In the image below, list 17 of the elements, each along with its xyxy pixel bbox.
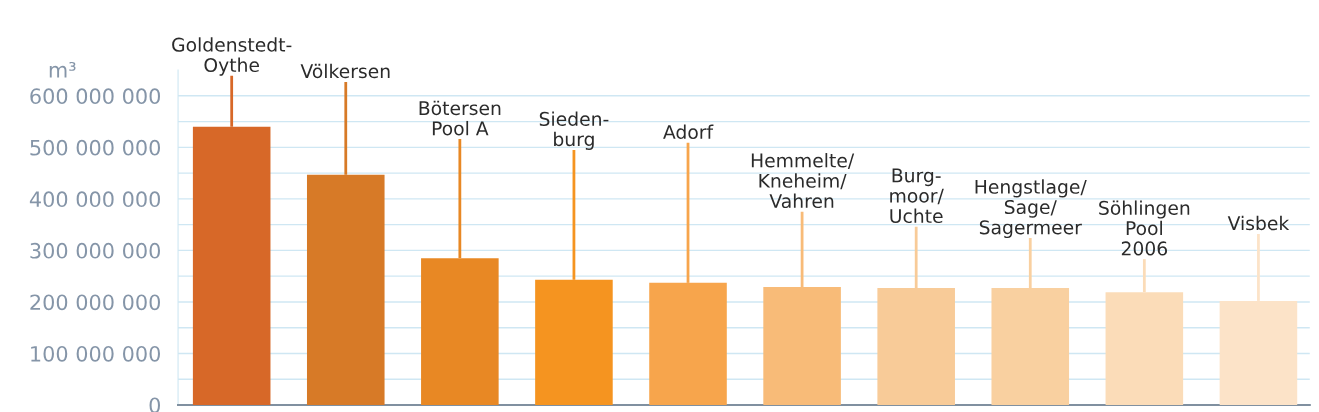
x-tick-label: Bötersen Pool A <box>419 100 501 136</box>
x-tick-label: Goldenstedt- Oythe <box>172 37 292 76</box>
y-tick-label: 600 000 000 <box>30 88 161 105</box>
x-tick-label: Adorf <box>663 124 714 140</box>
y-axis-title: m³ <box>49 62 76 78</box>
x-tick-label: Söhlingen Pool 2006 <box>1099 200 1190 256</box>
x-tick-label: Hengstlage/ Sage/ Sagermeer <box>975 179 1087 239</box>
y-tick-label: 200 000 000 <box>30 294 161 311</box>
y-tick-label: 100 000 000 <box>31 345 161 362</box>
x-tick-label: Sieden- burg <box>539 111 609 150</box>
y-tick-label: 300 000 000 <box>30 242 161 259</box>
x-tick-label: Visbek <box>1227 215 1290 231</box>
y-tick-label: 400 000 000 <box>29 191 161 208</box>
y-tick-label: 500 000 000 <box>30 139 161 156</box>
x-tick-label: Burg- moor/ Uchte <box>890 168 944 224</box>
x-tick-label: Hemmelte/ Kneheim/ Vahren <box>751 153 855 209</box>
x-tick-label: Völkersen <box>300 63 390 79</box>
